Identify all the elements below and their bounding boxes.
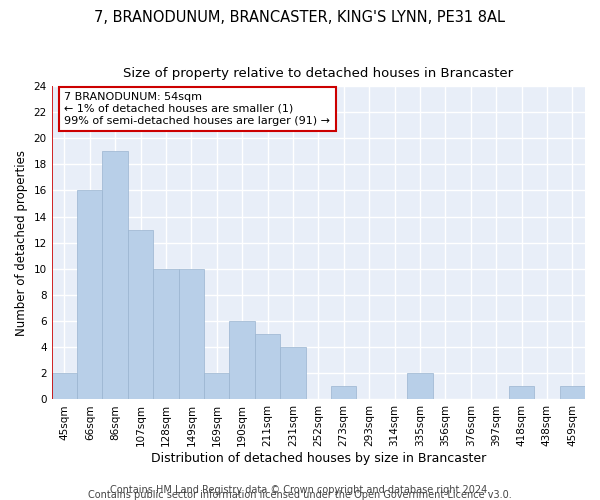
Bar [229, 321, 255, 400]
Bar [179, 269, 204, 400]
Bar [560, 386, 585, 400]
Bar [204, 374, 229, 400]
Text: 7, BRANODUNUM, BRANCASTER, KING'S LYNN, PE31 8AL: 7, BRANODUNUM, BRANCASTER, KING'S LYNN, … [95, 10, 505, 25]
Bar [153, 269, 179, 400]
Bar [255, 334, 280, 400]
Bar [407, 374, 433, 400]
Bar [52, 374, 77, 400]
Title: Size of property relative to detached houses in Brancaster: Size of property relative to detached ho… [123, 68, 514, 80]
Bar [128, 230, 153, 400]
Bar [280, 347, 305, 400]
Bar [509, 386, 534, 400]
Bar [77, 190, 103, 400]
Bar [103, 151, 128, 400]
Text: Contains HM Land Registry data © Crown copyright and database right 2024.: Contains HM Land Registry data © Crown c… [110, 485, 490, 495]
Bar [331, 386, 356, 400]
X-axis label: Distribution of detached houses by size in Brancaster: Distribution of detached houses by size … [151, 452, 486, 465]
Y-axis label: Number of detached properties: Number of detached properties [15, 150, 28, 336]
Text: 7 BRANODUNUM: 54sqm
← 1% of detached houses are smaller (1)
99% of semi-detached: 7 BRANODUNUM: 54sqm ← 1% of detached hou… [64, 92, 331, 126]
Text: Contains public sector information licensed under the Open Government Licence v3: Contains public sector information licen… [88, 490, 512, 500]
